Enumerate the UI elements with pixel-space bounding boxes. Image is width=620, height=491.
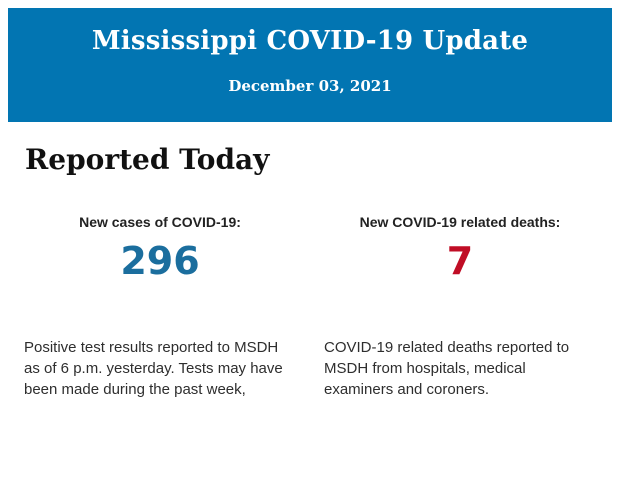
new-cases-column: New cases of COVID-19: 296 Positive test… bbox=[24, 176, 310, 400]
new-cases-value: 296 bbox=[120, 239, 200, 283]
new-cases-description: Positive test results reported to MSDH a… bbox=[24, 339, 283, 398]
new-deaths-description: COVID-19 related deaths reported to MSDH… bbox=[324, 339, 570, 398]
report-date: December 03, 2021 bbox=[228, 77, 392, 95]
new-deaths-label: New COVID-19 related deaths: bbox=[359, 214, 561, 230]
new-cases-label: New cases of COVID-19: bbox=[79, 214, 241, 230]
section-heading-reported-today: Reported Today bbox=[25, 143, 270, 176]
new-deaths-value: 7 bbox=[446, 239, 474, 283]
update-banner: Mississippi COVID-19 Update December 03,… bbox=[8, 8, 612, 122]
stats-columns: New cases of COVID-19: 296 Positive test… bbox=[0, 176, 620, 400]
page-title: Mississippi COVID-19 Update bbox=[91, 26, 529, 56]
new-deaths-column: New COVID-19 related deaths: 7 COVID-19 … bbox=[310, 176, 596, 400]
